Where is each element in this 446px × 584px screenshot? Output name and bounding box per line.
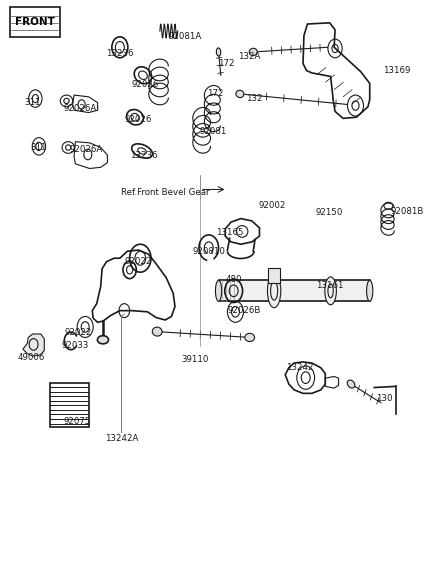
Text: 13242: 13242 (286, 363, 313, 372)
Text: 13161: 13161 (316, 280, 343, 290)
Bar (219, 280, 370, 301)
Text: 92022: 92022 (65, 328, 92, 338)
Text: 92075: 92075 (63, 417, 91, 426)
Text: 172: 172 (218, 58, 235, 68)
Text: 92033: 92033 (62, 341, 89, 350)
Text: 92026B: 92026B (227, 306, 261, 315)
Text: 480: 480 (226, 274, 242, 284)
FancyBboxPatch shape (9, 6, 60, 37)
Text: 311: 311 (25, 98, 41, 107)
Bar (268, 268, 281, 283)
Text: 92081A: 92081A (169, 32, 202, 41)
Ellipse shape (236, 225, 248, 237)
Text: 39110: 39110 (182, 354, 209, 363)
Text: 13236: 13236 (106, 48, 134, 58)
Ellipse shape (325, 277, 336, 305)
Wedge shape (208, 248, 213, 262)
Text: 92026A: 92026A (63, 104, 96, 113)
Text: 92022: 92022 (125, 257, 152, 266)
Polygon shape (23, 334, 44, 356)
Text: 92081: 92081 (199, 127, 227, 135)
Text: 92026A: 92026A (70, 145, 103, 154)
Text: 92026: 92026 (125, 115, 152, 124)
Ellipse shape (153, 327, 162, 336)
Ellipse shape (215, 280, 222, 301)
Text: 920810: 920810 (192, 246, 225, 256)
Text: FRONT: FRONT (15, 17, 55, 27)
Ellipse shape (347, 380, 355, 388)
Text: 130: 130 (376, 394, 392, 402)
Ellipse shape (216, 48, 221, 56)
Text: 13242A: 13242A (105, 434, 138, 443)
Text: 13165: 13165 (216, 228, 244, 237)
Text: 172: 172 (207, 89, 223, 99)
Ellipse shape (367, 280, 373, 301)
Text: 49006: 49006 (17, 353, 45, 361)
Ellipse shape (268, 274, 281, 308)
Ellipse shape (249, 48, 257, 55)
Ellipse shape (245, 333, 255, 342)
Text: 311: 311 (30, 143, 47, 152)
Text: 92081B: 92081B (391, 207, 424, 216)
Ellipse shape (236, 91, 244, 98)
Text: Ref.Front Bevel Gear: Ref.Front Bevel Gear (121, 189, 210, 197)
Text: 92002: 92002 (258, 201, 285, 210)
Text: 13236: 13236 (130, 151, 157, 159)
Bar (50, 384, 89, 427)
Ellipse shape (97, 336, 108, 344)
Text: 92026: 92026 (132, 79, 159, 89)
Text: 132A: 132A (239, 51, 261, 61)
Text: 132: 132 (246, 94, 262, 103)
Text: 92150: 92150 (315, 208, 343, 217)
Text: 13169: 13169 (383, 66, 410, 75)
